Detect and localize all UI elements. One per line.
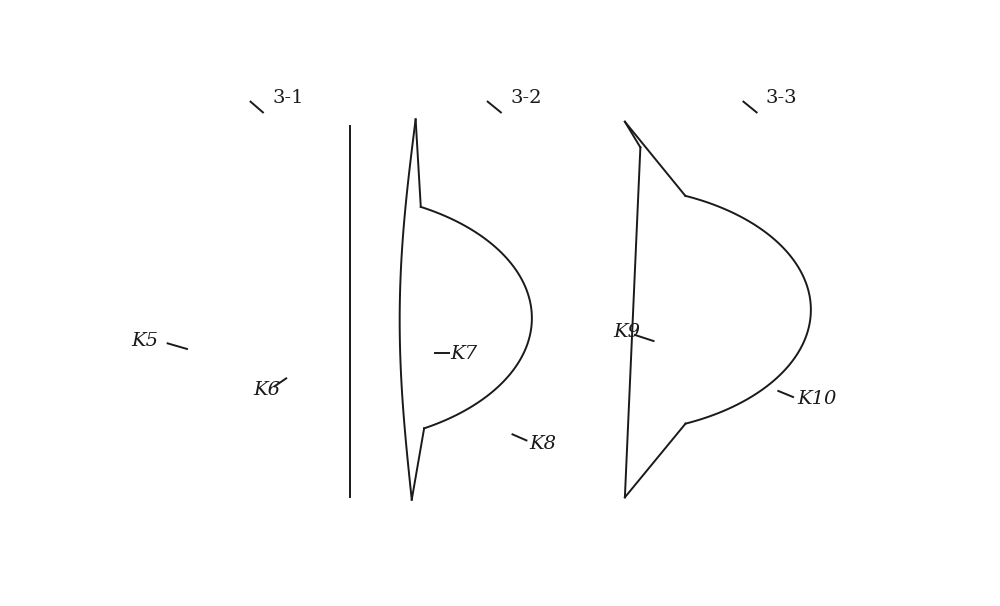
Text: 3-1: 3-1 bbox=[272, 89, 304, 107]
Text: 3-3: 3-3 bbox=[766, 89, 798, 107]
Text: K10: K10 bbox=[798, 390, 837, 408]
Text: K5: K5 bbox=[131, 332, 158, 350]
Text: 3-2: 3-2 bbox=[510, 89, 542, 107]
Text: K7: K7 bbox=[450, 345, 478, 362]
Text: K6: K6 bbox=[253, 381, 280, 399]
Text: K9: K9 bbox=[613, 322, 640, 341]
Text: K8: K8 bbox=[530, 435, 557, 453]
